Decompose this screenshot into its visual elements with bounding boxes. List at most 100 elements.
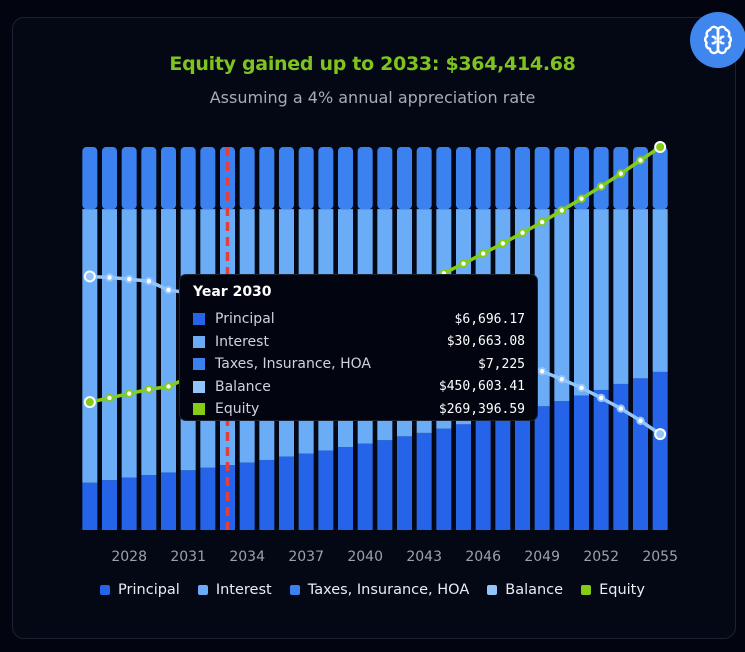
- bar-principal-2053[interactable]: [613, 383, 629, 530]
- bar-taxes-insurance-hoa-2052[interactable]: [593, 147, 609, 210]
- bar-taxes-insurance-hoa-2043[interactable]: [416, 147, 432, 210]
- bar-taxes-insurance-hoa-2034[interactable]: [239, 147, 255, 210]
- balance-point-2030[interactable]: [164, 285, 173, 295]
- bar-taxes-insurance-hoa-2027[interactable]: [102, 147, 117, 210]
- bar-taxes-insurance-hoa-2050[interactable]: [554, 147, 570, 210]
- bar-interest-2026[interactable]: [82, 209, 98, 483]
- balance-point-2028[interactable]: [124, 274, 134, 284]
- bar-interest-2051[interactable]: [574, 209, 589, 396]
- bar-principal-2044[interactable]: [436, 428, 452, 530]
- bar-taxes-insurance-hoa-2046[interactable]: [475, 147, 491, 210]
- bar-interest-2027[interactable]: [102, 209, 117, 481]
- equity-point-2030[interactable]: [164, 382, 173, 391]
- equity-point-2029[interactable]: [144, 385, 154, 394]
- bar-taxes-insurance-hoa-2049[interactable]: [534, 147, 550, 210]
- equity-point-2053[interactable]: [616, 169, 626, 178]
- bar-principal-2038[interactable]: [318, 450, 334, 530]
- bar-taxes-insurance-hoa-2032[interactable]: [200, 147, 216, 210]
- equity-point-2027[interactable]: [105, 393, 114, 403]
- equity-point-2052[interactable]: [596, 182, 606, 191]
- bar-interest-2029[interactable]: [141, 209, 157, 476]
- bar-interest-2030[interactable]: [161, 209, 176, 473]
- bar-taxes-insurance-hoa-2055[interactable]: [652, 147, 668, 210]
- bar-principal-2055[interactable]: [652, 371, 668, 530]
- bar-principal-2050[interactable]: [554, 401, 570, 530]
- bar-principal-2031[interactable]: [180, 470, 196, 530]
- bar-principal-2026[interactable]: [82, 482, 98, 530]
- balance-point-2051[interactable]: [577, 383, 586, 392]
- bar-taxes-insurance-hoa-2036[interactable]: [279, 147, 294, 210]
- bar-taxes-insurance-hoa-2047[interactable]: [495, 147, 511, 210]
- bar-taxes-insurance-hoa-2044[interactable]: [436, 147, 452, 210]
- bar-principal-2036[interactable]: [279, 456, 294, 530]
- bar-principal-2029[interactable]: [141, 475, 157, 530]
- bar-taxes-insurance-hoa-2042[interactable]: [397, 147, 412, 210]
- bar-interest-2055[interactable]: [652, 209, 668, 372]
- equity-point-2026[interactable]: [83, 396, 96, 409]
- equity-point-2055[interactable]: [654, 141, 667, 153]
- bar-taxes-insurance-hoa-2039[interactable]: [338, 147, 353, 210]
- bar-taxes-insurance-hoa-2037[interactable]: [298, 147, 314, 210]
- bar-principal-2043[interactable]: [416, 432, 432, 530]
- bar-principal-2048[interactable]: [515, 411, 530, 530]
- bar-taxes-insurance-hoa-2053[interactable]: [613, 147, 629, 210]
- bar-taxes-insurance-hoa-2040[interactable]: [357, 147, 373, 210]
- balance-point-2053[interactable]: [616, 404, 626, 413]
- bar-interest-2050[interactable]: [554, 209, 570, 402]
- equity-point-2045[interactable]: [459, 259, 468, 268]
- bar-interest-2049[interactable]: [534, 209, 550, 407]
- bar-principal-2046[interactable]: [475, 420, 491, 530]
- bar-interest-2052[interactable]: [593, 209, 609, 390]
- bar-taxes-insurance-hoa-2051[interactable]: [574, 147, 589, 210]
- bar-principal-2042[interactable]: [397, 436, 412, 530]
- bar-principal-2049[interactable]: [534, 406, 550, 530]
- balance-point-2029[interactable]: [144, 277, 154, 286]
- bar-principal-2054[interactable]: [633, 378, 648, 530]
- equity-point-2048[interactable]: [518, 228, 527, 237]
- bar-interest-2054[interactable]: [633, 209, 648, 379]
- bar-principal-2028[interactable]: [121, 477, 137, 530]
- balance-point-2052[interactable]: [596, 393, 606, 403]
- equity-point-2028[interactable]: [124, 389, 134, 398]
- legend-item-balance[interactable]: Balance: [487, 582, 563, 598]
- bar-taxes-insurance-hoa-2048[interactable]: [515, 147, 530, 210]
- equity-point-2049[interactable]: [537, 217, 547, 227]
- balance-point-2054[interactable]: [636, 416, 645, 425]
- bar-principal-2032[interactable]: [200, 467, 216, 530]
- bar-taxes-insurance-hoa-2041[interactable]: [377, 147, 393, 210]
- bar-principal-2047[interactable]: [495, 415, 511, 530]
- legend-item-principal[interactable]: Principal: [100, 582, 180, 598]
- legend-item-taxes[interactable]: Taxes, Insurance, HOA: [289, 582, 469, 598]
- bar-taxes-insurance-hoa-2029[interactable]: [141, 147, 157, 210]
- bar-principal-2035[interactable]: [259, 459, 275, 530]
- bar-principal-2034[interactable]: [239, 462, 255, 530]
- bar-principal-2045[interactable]: [456, 424, 471, 530]
- bar-taxes-insurance-hoa-2045[interactable]: [456, 147, 471, 210]
- bar-interest-2053[interactable]: [613, 209, 629, 384]
- balance-point-2049[interactable]: [537, 367, 547, 376]
- bar-principal-2037[interactable]: [298, 453, 314, 530]
- bar-taxes-insurance-hoa-2031[interactable]: [180, 147, 196, 210]
- bar-principal-2030[interactable]: [161, 472, 176, 530]
- legend-item-equity[interactable]: Equity: [581, 582, 645, 598]
- legend-item-interest[interactable]: Interest: [197, 582, 272, 598]
- bar-principal-2051[interactable]: [574, 395, 589, 530]
- bar-taxes-insurance-hoa-2030[interactable]: [161, 146, 176, 210]
- bar-taxes-insurance-hoa-2028[interactable]: [121, 147, 137, 210]
- bar-principal-2027[interactable]: [102, 480, 117, 530]
- bar-principal-2041[interactable]: [377, 440, 393, 530]
- equity-point-2047[interactable]: [498, 239, 508, 248]
- bar-taxes-insurance-hoa-2026[interactable]: [82, 147, 98, 210]
- balance-point-2027[interactable]: [105, 273, 114, 282]
- equity-point-2046[interactable]: [478, 249, 488, 258]
- bar-taxes-insurance-hoa-2038[interactable]: [318, 147, 334, 210]
- balance-point-2055[interactable]: [654, 428, 667, 441]
- equity-point-2050[interactable]: [557, 206, 567, 215]
- bar-principal-2052[interactable]: [593, 389, 609, 530]
- bar-principal-2039[interactable]: [338, 447, 353, 530]
- bar-interest-2028[interactable]: [121, 209, 137, 478]
- equity-point-2051[interactable]: [577, 194, 586, 203]
- bar-taxes-insurance-hoa-2035[interactable]: [259, 147, 275, 210]
- bar-principal-2040[interactable]: [357, 443, 373, 530]
- equity-point-2054[interactable]: [636, 156, 645, 165]
